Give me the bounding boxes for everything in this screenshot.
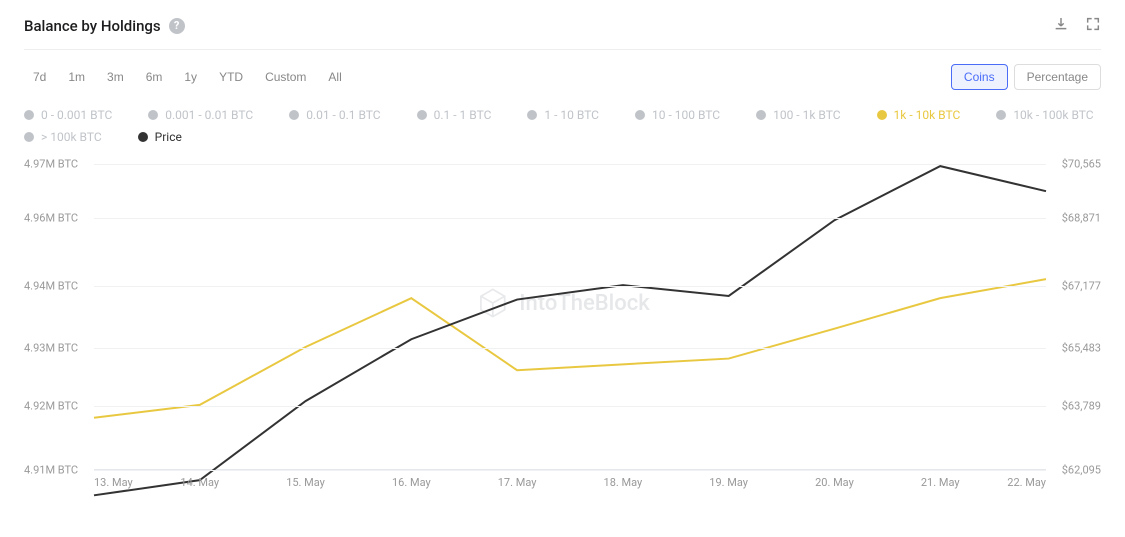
legend-dot-icon: [148, 110, 158, 120]
legend-item[interactable]: 100 - 1k BTC: [756, 108, 840, 122]
y-right-label: $65,483: [1062, 341, 1101, 354]
y-right-label: $68,871: [1062, 211, 1101, 224]
legend-item[interactable]: 0.001 - 0.01 BTC: [148, 108, 253, 122]
chart-area: IntoTheBlock 4.97M BTC4.96M BTC4.94M BTC…: [24, 164, 1101, 496]
y-left-label: 4.96M BTC: [24, 211, 78, 224]
chart-header: Balance by Holdings ?: [24, 16, 1101, 50]
legend-dot-icon: [24, 110, 34, 120]
time-range-selector: 7d1m3m6m1yYTDCustomAll: [24, 65, 351, 89]
help-icon[interactable]: ?: [169, 18, 185, 34]
y-right-label: $63,789: [1062, 399, 1101, 412]
unit-toggle-group: Coins Percentage: [951, 64, 1101, 90]
y-left-label: 4.91M BTC: [24, 464, 78, 477]
expand-icon[interactable]: [1085, 16, 1101, 35]
x-label: 20. May: [815, 476, 854, 489]
legend-dot-icon: [289, 110, 299, 120]
range-6m[interactable]: 6m: [137, 65, 172, 89]
y-left-label: 4.94M BTC: [24, 280, 78, 293]
range-1m[interactable]: 1m: [59, 65, 94, 89]
x-label: 15. May: [286, 476, 325, 489]
legend-item[interactable]: 1k - 10k BTC: [877, 108, 961, 122]
y-left-label: 4.93M BTC: [24, 341, 78, 354]
legend-item[interactable]: 0.01 - 0.1 BTC: [289, 108, 380, 122]
x-label: 17. May: [498, 476, 537, 489]
legend-item[interactable]: 1 - 10 BTC: [527, 108, 599, 122]
range-7d[interactable]: 7d: [24, 65, 55, 89]
legend-item[interactable]: Price: [138, 130, 182, 144]
legend-item[interactable]: 10k - 100k BTC: [996, 108, 1093, 122]
coins-toggle[interactable]: Coins: [951, 64, 1008, 90]
legend-dot-icon: [417, 110, 427, 120]
percentage-toggle[interactable]: Percentage: [1014, 64, 1101, 90]
y-right-label: $70,565: [1062, 158, 1101, 171]
x-label: 16. May: [392, 476, 431, 489]
x-label: 19. May: [709, 476, 748, 489]
range-custom[interactable]: Custom: [256, 65, 315, 89]
x-label: 21. May: [921, 476, 960, 489]
y-left-label: 4.97M BTC: [24, 158, 78, 171]
range-all[interactable]: All: [319, 65, 350, 89]
range-1y[interactable]: 1y: [175, 65, 206, 89]
y-right-label: $62,095: [1062, 464, 1101, 477]
x-label: 22. May: [1007, 476, 1046, 489]
x-label: 13. May: [94, 476, 133, 489]
range-3m[interactable]: 3m: [98, 65, 133, 89]
y-right-label: $67,177: [1062, 280, 1101, 293]
legend-item[interactable]: 10 - 100 BTC: [635, 108, 720, 122]
legend-dot-icon: [527, 110, 537, 120]
legend-item[interactable]: 0 - 0.001 BTC: [24, 108, 112, 122]
x-label: 14. May: [180, 476, 219, 489]
legend-dot-icon: [877, 110, 887, 120]
legend-dot-icon: [756, 110, 766, 120]
legend-dot-icon: [635, 110, 645, 120]
chart-legend: 0 - 0.001 BTC 0.001 - 0.01 BTC 0.01 - 0.1 …: [24, 108, 1101, 144]
legend-item[interactable]: 0.1 - 1 BTC: [417, 108, 492, 122]
legend-dot-icon: [24, 132, 34, 142]
chart-title: Balance by Holdings: [24, 17, 161, 35]
legend-dot-icon: [996, 110, 1006, 120]
plot-area[interactable]: [94, 164, 1046, 470]
x-label: 18. May: [604, 476, 643, 489]
legend-dot-icon: [138, 132, 148, 142]
legend-item[interactable]: > 100k BTC: [24, 130, 102, 144]
range-ytd[interactable]: YTD: [210, 65, 252, 89]
download-icon[interactable]: [1053, 16, 1069, 35]
series-price: [94, 166, 1046, 495]
y-left-label: 4.92M BTC: [24, 399, 78, 412]
